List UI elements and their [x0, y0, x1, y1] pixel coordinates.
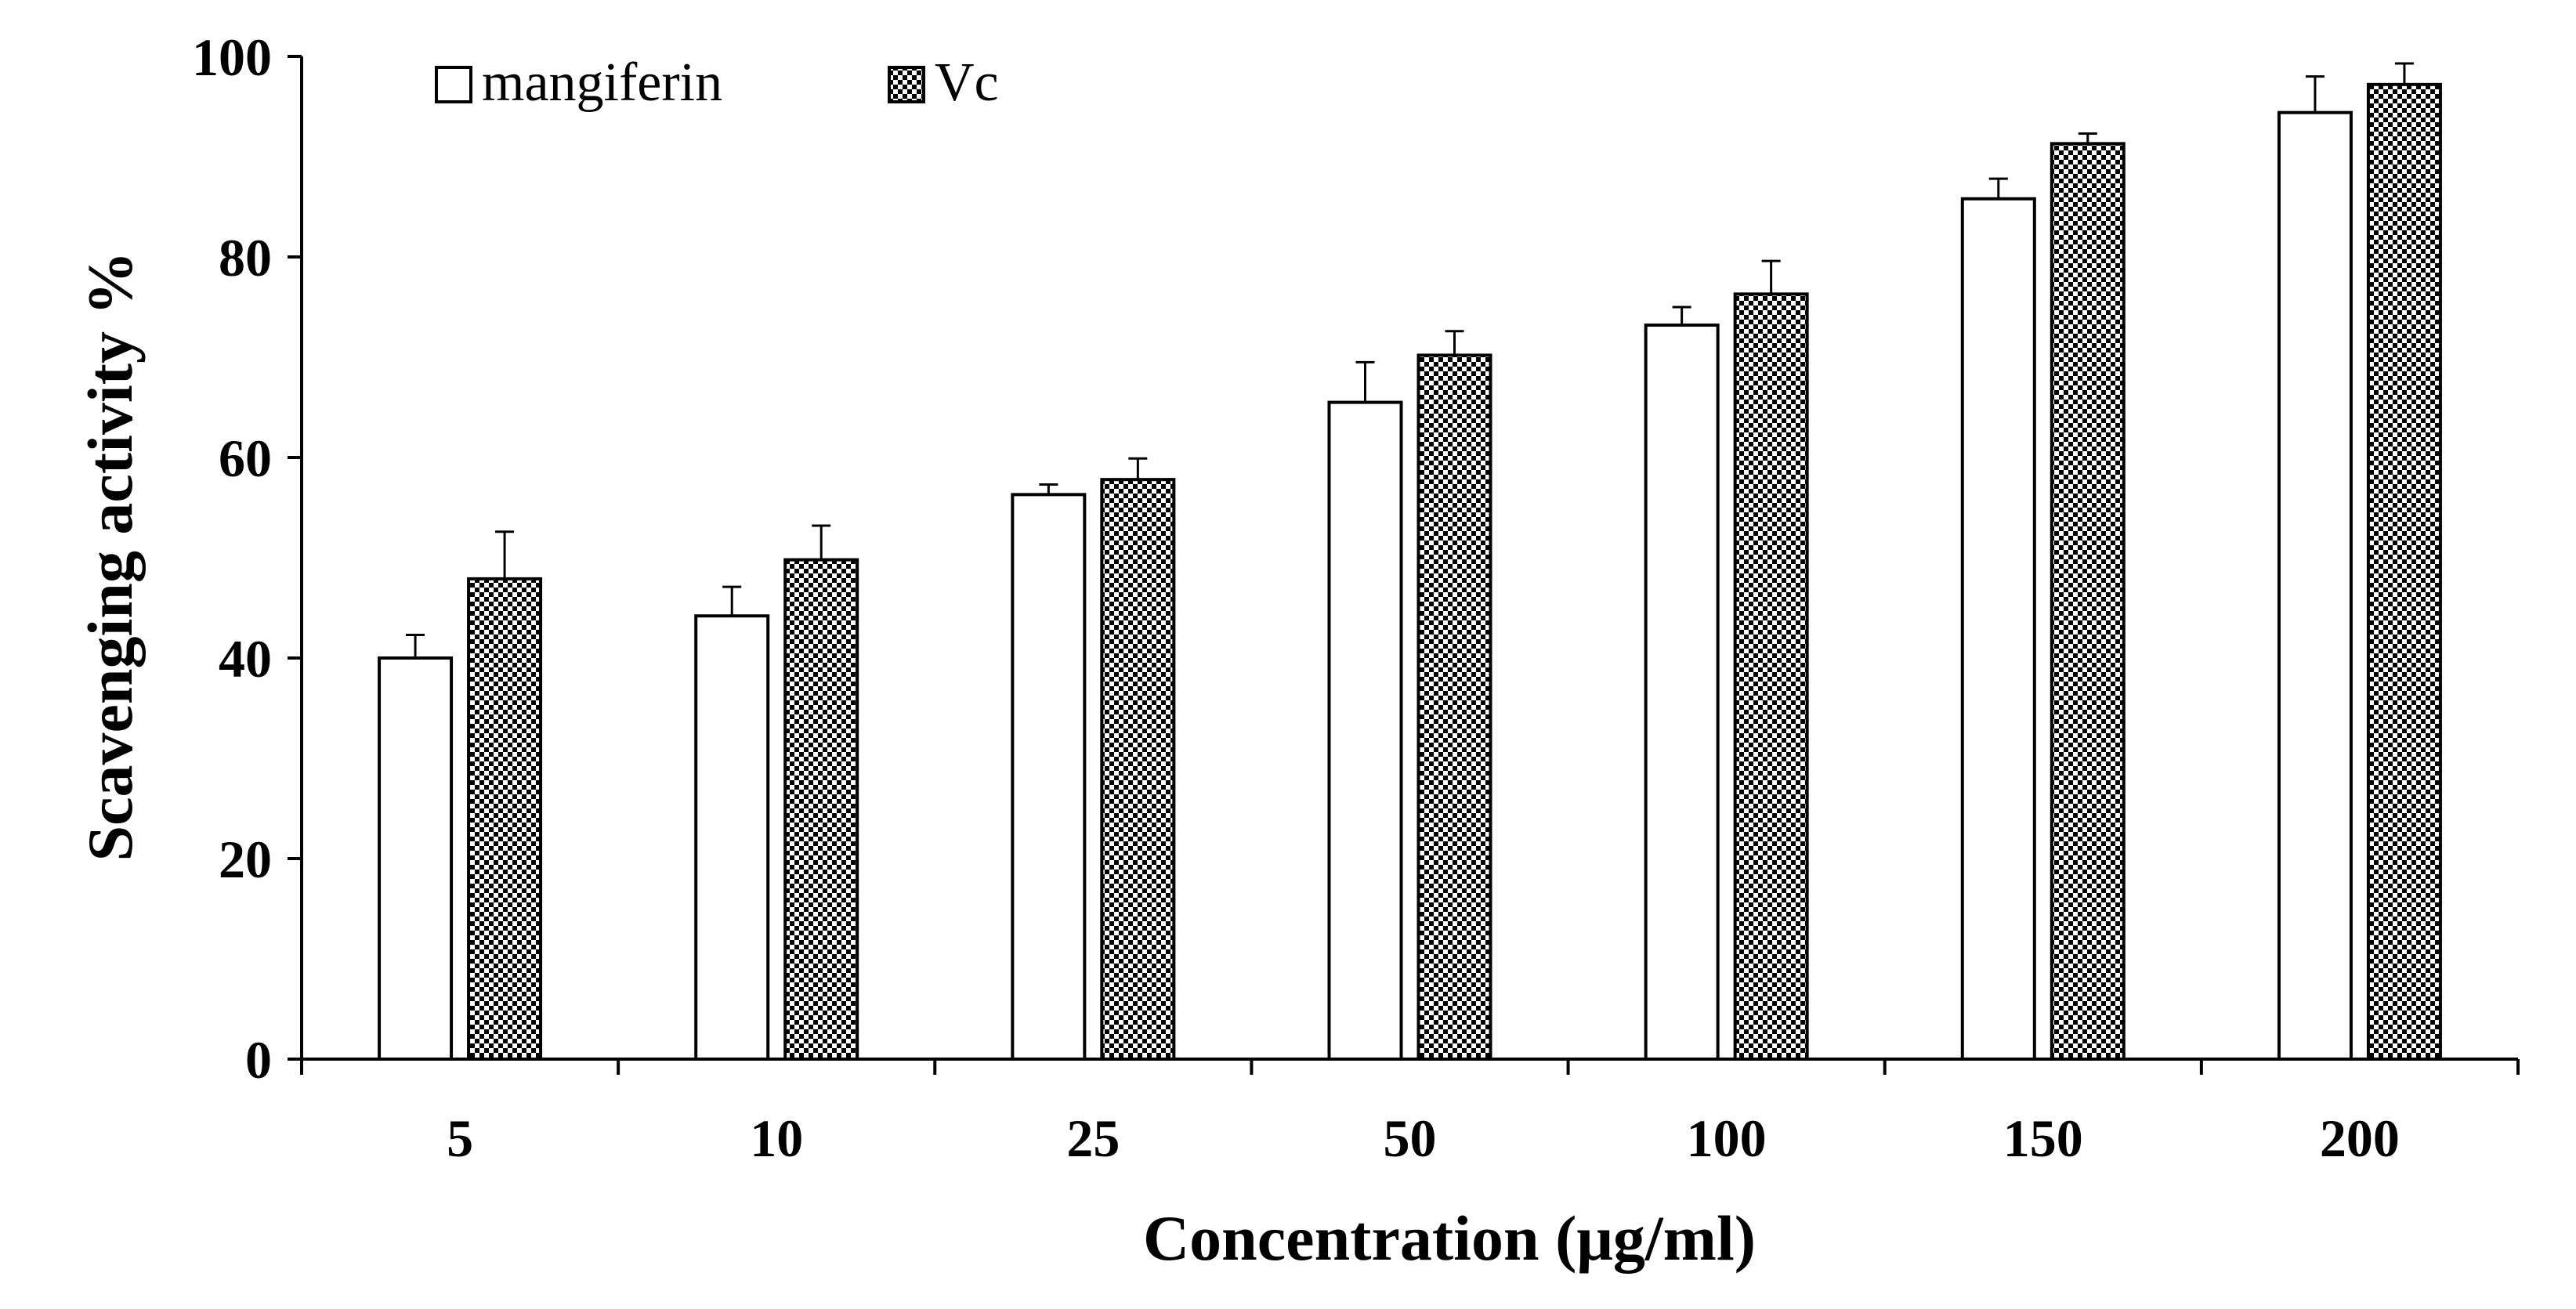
legend-label-mangiferin: mangiferin [482, 52, 722, 113]
y-tick-label: 60 [219, 428, 272, 488]
bar-mangiferin-25 [1011, 493, 1087, 1061]
bar-vc-25 [1100, 478, 1176, 1061]
bar-mangiferin-10 [694, 614, 770, 1061]
tick-labels: 0 20 40 60 80 100 5 10 25 50 100 150 200 [192, 27, 2400, 1168]
bar-vc-10 [783, 558, 859, 1061]
bar-vc-5 [467, 577, 543, 1061]
y-axis-title: Scavenging activity % [74, 251, 146, 862]
legend: mangiferin Vc [435, 52, 999, 113]
legend-swatch-mangiferin [435, 66, 472, 103]
error-bars [406, 62, 2414, 658]
x-tick-label: 200 [2320, 1108, 2400, 1168]
bar-mangiferin-100 [1644, 324, 1720, 1061]
y-tick-label: 40 [219, 629, 272, 689]
bar-mangiferin-5 [378, 656, 454, 1061]
x-tick-label: 25 [1066, 1108, 1120, 1168]
axes [288, 55, 2520, 1075]
x-tick-label: 100 [1687, 1108, 1767, 1168]
bars [378, 82, 2442, 1061]
y-tick-label: 0 [245, 1030, 272, 1090]
bar-vc-150 [2050, 142, 2126, 1061]
x-tick-label: 150 [2003, 1108, 2083, 1168]
bar-mangiferin-150 [1960, 197, 2036, 1061]
bar-mangiferin-50 [1327, 400, 1403, 1061]
bar-vc-200 [2366, 82, 2442, 1061]
bar-mangiferin-200 [2277, 110, 2353, 1061]
legend-swatch-vc [888, 66, 925, 103]
x-tick-label: 5 [447, 1108, 473, 1168]
y-tick-label: 100 [192, 27, 272, 87]
bar-vc-100 [1733, 292, 1809, 1061]
x-tick-label: 50 [1384, 1108, 1437, 1168]
legend-label-vc: Vc [935, 52, 999, 113]
x-axis-title: Concentration (μg/ml) [1143, 1202, 1756, 1274]
x-tick-label: 10 [750, 1108, 803, 1168]
bar-vc-50 [1416, 353, 1492, 1061]
y-tick-label: 20 [219, 830, 272, 889]
y-tick-label: 80 [219, 228, 272, 287]
